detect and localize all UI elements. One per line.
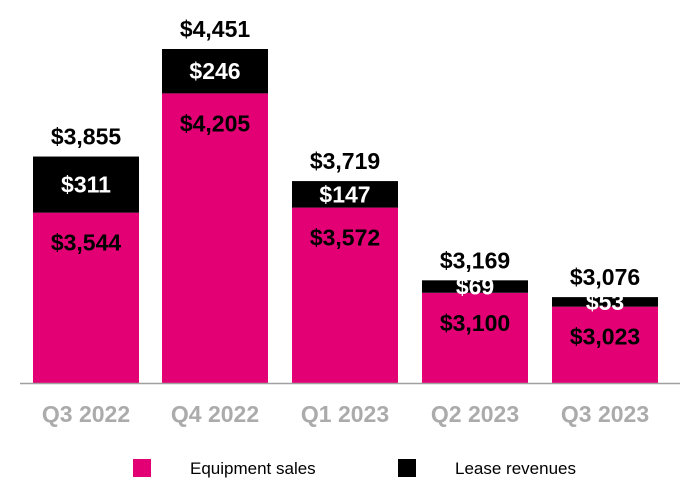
data-label-equipment-sales: $3,023 (570, 324, 640, 350)
bar-lease-revenues (552, 297, 658, 307)
bar-equipment-sales (422, 292, 528, 383)
legend-label-lease-revenues: Lease revenues (455, 459, 576, 478)
data-label-lease-revenues: $53 (586, 289, 624, 315)
bar-lease-revenues (422, 280, 528, 293)
bar-equipment-sales (552, 306, 658, 383)
bar-equipment-sales (292, 207, 398, 383)
data-label-equipment-sales: $3,100 (440, 310, 510, 336)
x-tick-label: Q3 2022 (42, 401, 130, 427)
data-label-equipment-sales: $3,544 (51, 230, 122, 256)
bar-lease-revenues (162, 49, 268, 94)
data-label-total: $3,169 (440, 247, 510, 273)
bar-equipment-sales (33, 212, 139, 383)
x-tick-label: Q3 2023 (561, 401, 649, 427)
bar-lease-revenues (33, 156, 139, 213)
data-label-equipment-sales: $3,572 (310, 225, 380, 251)
data-label-total: $3,855 (51, 124, 122, 150)
data-label-total: $4,451 (180, 16, 251, 42)
legend-label-equipment-sales: Equipment sales (190, 459, 316, 478)
legend-swatch-equipment-sales (133, 459, 151, 477)
legend: Equipment sales Lease revenues (133, 459, 576, 478)
data-label-equipment-sales: $4,205 (180, 110, 251, 136)
bar-lease-revenues (292, 181, 398, 208)
x-tick-label: Q1 2023 (301, 401, 389, 427)
data-label-total: $3,076 (570, 264, 640, 290)
data-label-lease-revenues: $311 (61, 172, 111, 198)
data-label-total: $3,719 (310, 148, 380, 174)
bar-equipment-sales (162, 93, 268, 383)
data-label-lease-revenues: $147 (319, 181, 370, 207)
data-label-lease-revenues: $69 (456, 274, 494, 300)
legend-swatch-lease-revenues (398, 459, 416, 477)
x-tick-label: Q2 2023 (431, 401, 519, 427)
x-tick-label: Q4 2022 (171, 401, 259, 427)
data-label-lease-revenues: $246 (189, 58, 240, 84)
